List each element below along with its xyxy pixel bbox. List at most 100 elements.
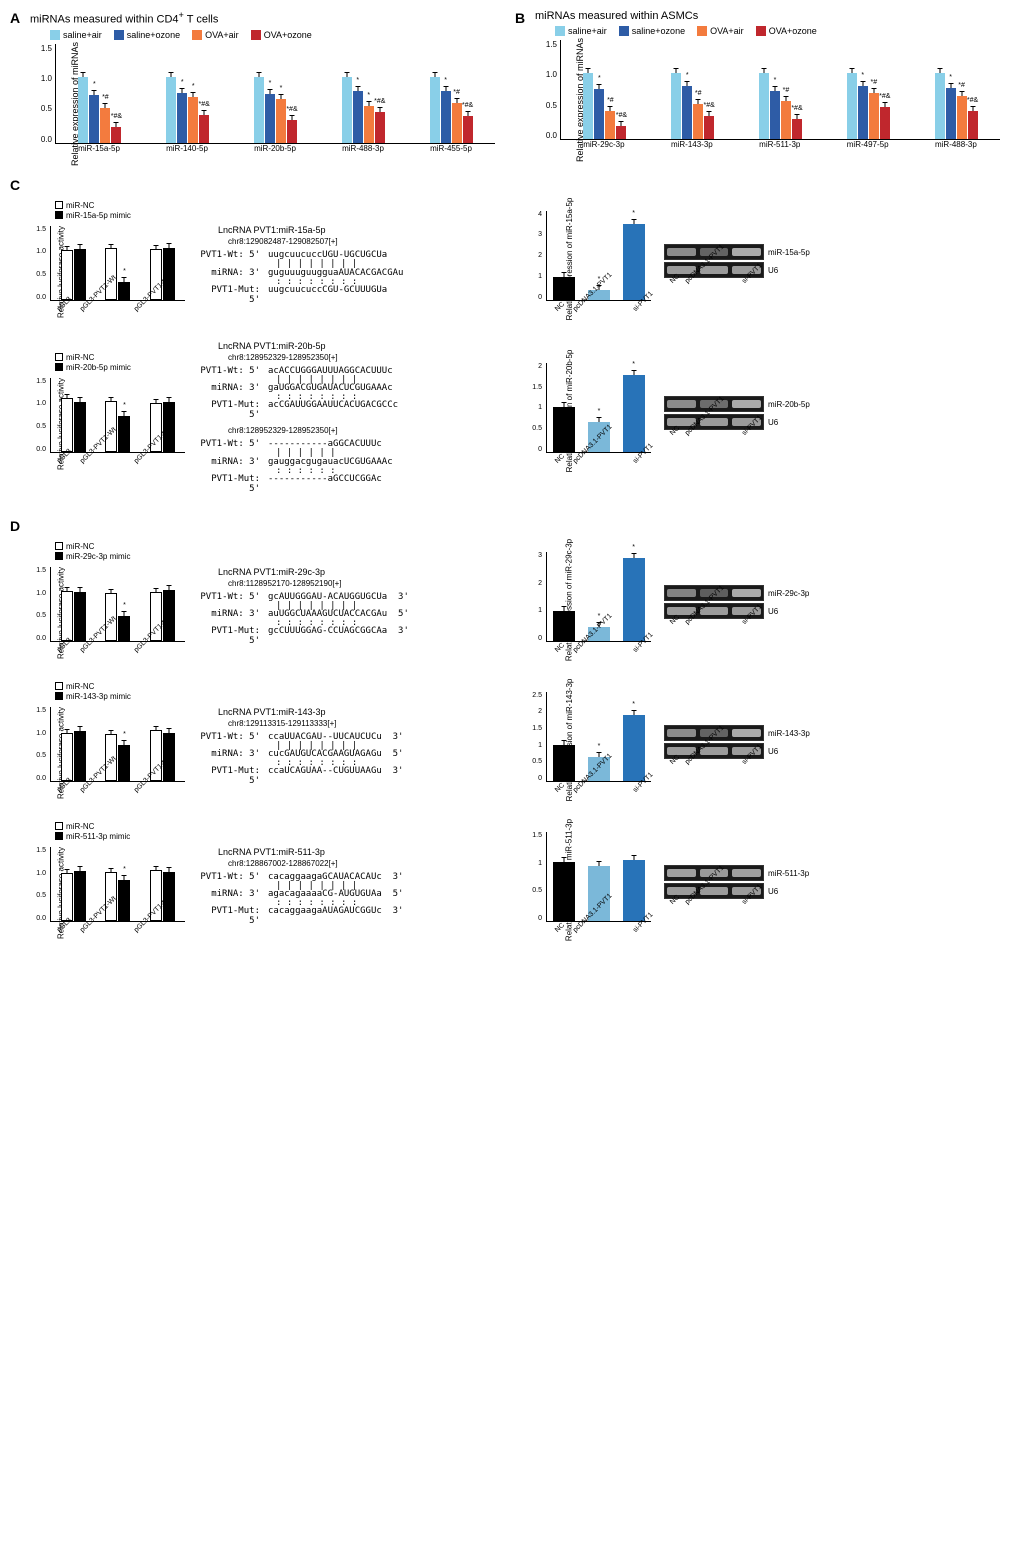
sig-marker: * (598, 408, 601, 415)
x-label: miR-511-3p (759, 140, 800, 160)
bar: * (946, 88, 956, 139)
gel-band (732, 400, 761, 408)
legend-text: saline+air (568, 26, 607, 36)
gel-band (667, 589, 696, 597)
x-label: miR-143-3p (671, 140, 713, 160)
sig-marker: * (444, 77, 447, 84)
bar (553, 745, 575, 781)
bar: * (594, 89, 604, 139)
legend-text: OVA+air (205, 30, 239, 40)
bar: * (188, 97, 198, 143)
sub-panel-row: miR-NC miR-15a-5p mimic Relative lucifer… (10, 201, 1010, 331)
y-tick: 1.0 (28, 730, 46, 737)
legend-text: OVA+ozone (769, 26, 817, 36)
error-bar (633, 370, 634, 375)
sig-marker: *# (783, 87, 790, 94)
bar: *# (693, 104, 703, 139)
error-bar (169, 867, 170, 872)
error-bar (873, 88, 874, 93)
error-bar (66, 587, 67, 592)
sig-marker: * (632, 701, 635, 708)
bar: * (89, 95, 99, 143)
legend-swatch (55, 832, 63, 840)
seq-row: miRNA: 3'gauggacgugauacUCGUGAAAc (198, 457, 498, 467)
panel-a-title: miRNAs measured within CD4+ T cells (30, 10, 505, 26)
gel-label: U6 (768, 607, 778, 616)
error-bar (972, 106, 973, 111)
y-tick: 3 (526, 231, 542, 238)
y-tick: 1.5 (28, 567, 46, 574)
bar (61, 250, 73, 299)
error-bar (83, 72, 84, 77)
gel-label: miR-511-3p (768, 869, 809, 878)
seq-location: chr8:128952329-128952350[+] (228, 426, 498, 435)
error-bar (368, 101, 369, 106)
seq-location: chr8:129082487-129082507[+] (228, 237, 498, 246)
sig-marker: *#& (199, 101, 210, 108)
bar: *# (605, 111, 615, 139)
bar: * (682, 86, 692, 139)
expr-yaxis: 21.510.50 (526, 363, 542, 453)
y-tick: 1.0 (28, 400, 46, 407)
error-bar (774, 86, 775, 91)
luciferase-chart: miR-NC miR-15a-5p mimic Relative lucifer… (10, 201, 190, 331)
error-bar (598, 861, 599, 866)
sig-marker: * (598, 75, 601, 82)
y-tick: 1.5 (532, 40, 557, 49)
x-label: miR-488-3p (935, 140, 977, 160)
legend-swatch (192, 30, 202, 40)
sig-marker: *# (453, 89, 460, 96)
bar: * (364, 106, 374, 142)
sig-marker: *# (695, 90, 702, 97)
luc-legend: miR-NC miR-511-3p mimic (55, 822, 130, 842)
sig-marker: * (367, 92, 370, 99)
seq-row: PVT1-Mut: 5'ccaUCAGUAA--CUGUUAAGu 3' (198, 766, 498, 786)
error-bar (171, 72, 172, 77)
bar: *#& (111, 127, 121, 143)
legend-text: miR-143-3p mimic (66, 692, 131, 701)
error-bar (633, 219, 634, 224)
panel-a-bars: **#*#&***#&***#&***#&**#*#& (55, 44, 495, 144)
y-tick: 1.5 (526, 725, 542, 732)
error-bar (124, 411, 125, 416)
seq-location: chr8:128952329-128952350[+] (228, 353, 498, 362)
bar: *#& (968, 111, 978, 139)
expr-xlabels: NCpcDNA3.1-PVT1si-PVT1 (546, 924, 651, 952)
gel-block: miR-20b-5p U6 NCpcDNA3.1-PVT1si-PVT1 (664, 396, 814, 439)
gel-label: miR-15a-5p (768, 248, 810, 257)
luc-yaxis: 1.51.00.50.0 (28, 707, 46, 782)
error-bar (156, 245, 157, 250)
bar-group (61, 847, 86, 921)
sig-marker: * (123, 268, 126, 275)
y-tick: 0 (526, 294, 542, 301)
bar (623, 860, 645, 921)
bar (74, 592, 86, 641)
error-bar (79, 587, 80, 592)
error-bar (445, 86, 446, 91)
bar: * (441, 91, 451, 142)
bar (759, 73, 769, 139)
gel-row: miR-20b-5p (664, 396, 814, 412)
expr-yaxis: 1.510.50 (526, 832, 542, 922)
seq-title: LncRNA PVT1:miR-20b-5p (218, 341, 498, 351)
luc-xlabels: pGL3pGL3-PVT1-WtpGL3-PVT1-Mut (50, 784, 185, 812)
panel-b-title: miRNAs measured within ASMCs (535, 10, 1010, 22)
y-tick: 0 (526, 915, 542, 922)
error-bar (79, 726, 80, 731)
bar-group (61, 226, 86, 300)
bar: *#& (880, 107, 890, 139)
bar (78, 77, 88, 143)
sig-marker: * (269, 80, 272, 87)
gel-band (732, 589, 761, 597)
sig-marker: *# (958, 82, 965, 89)
seq-row: PVT1-Mut: 5'uugcuucuccCGU-GCUUUGUa (198, 285, 498, 305)
sig-marker: *#& (286, 106, 297, 113)
legend-swatch (55, 363, 63, 371)
bar (553, 277, 575, 299)
expr-yaxis: 3210 (526, 552, 542, 642)
seq-row: PVT1-Mut: 5'cacaggaagaAUAGAUCGGUc 3' (198, 906, 498, 926)
error-bar (599, 84, 600, 89)
error-bar (698, 99, 699, 104)
sequence-block: LncRNA PVT1:miR-143-3p chr8:129113315-12… (198, 707, 498, 788)
bar: * (623, 558, 645, 640)
